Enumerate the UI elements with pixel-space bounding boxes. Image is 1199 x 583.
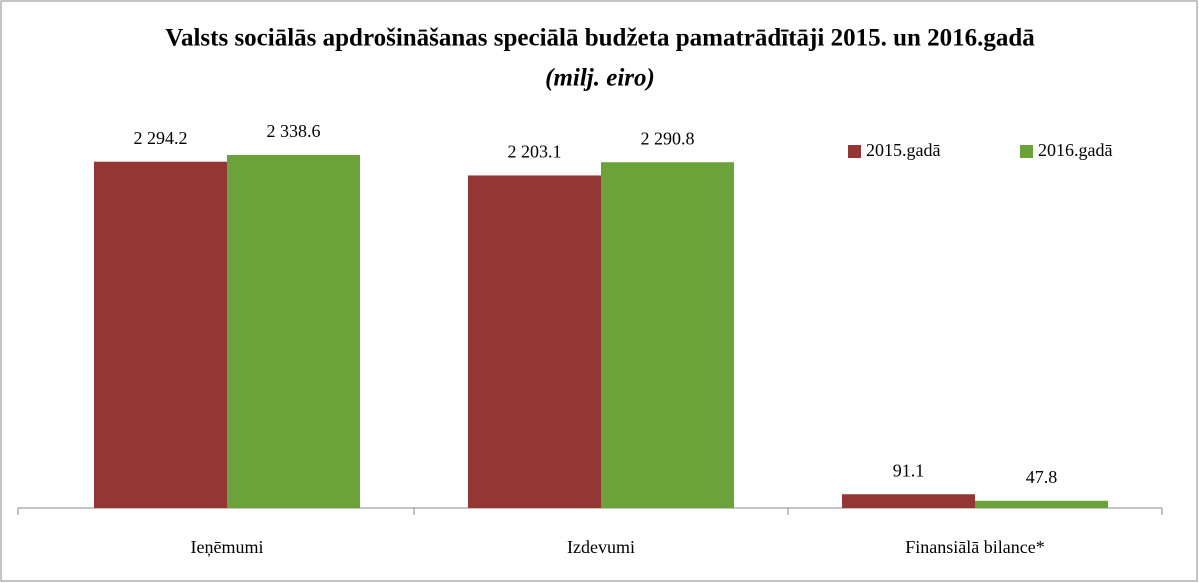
data-label: 2 338.6 bbox=[267, 121, 321, 141]
chart-subtitle: (milj. eiro) bbox=[545, 65, 655, 92]
bar bbox=[842, 494, 975, 508]
bar bbox=[468, 175, 601, 508]
data-label: 2 203.1 bbox=[508, 142, 562, 162]
bar bbox=[975, 500, 1108, 508]
x-tick-label: Izdevumi bbox=[567, 537, 635, 557]
chart-title: Valsts sociālās apdrošināšanas speciālā … bbox=[165, 25, 1035, 52]
x-tick-label: Finansiālā bilance* bbox=[905, 537, 1044, 557]
bar bbox=[94, 161, 227, 508]
x-tick-label: Ieņēmumi bbox=[191, 537, 264, 557]
data-label: 47.8 bbox=[1026, 467, 1058, 487]
legend-label: 2016.gadā bbox=[1038, 140, 1112, 160]
data-label: 91.1 bbox=[893, 460, 925, 480]
data-label: 2 290.8 bbox=[641, 128, 695, 148]
legend-swatch bbox=[1020, 145, 1033, 158]
bar bbox=[227, 155, 360, 508]
bar bbox=[601, 162, 734, 509]
legend-label: 2015.gadā bbox=[866, 140, 940, 160]
data-label: 2 294.2 bbox=[134, 128, 188, 148]
legend-swatch bbox=[848, 145, 861, 158]
